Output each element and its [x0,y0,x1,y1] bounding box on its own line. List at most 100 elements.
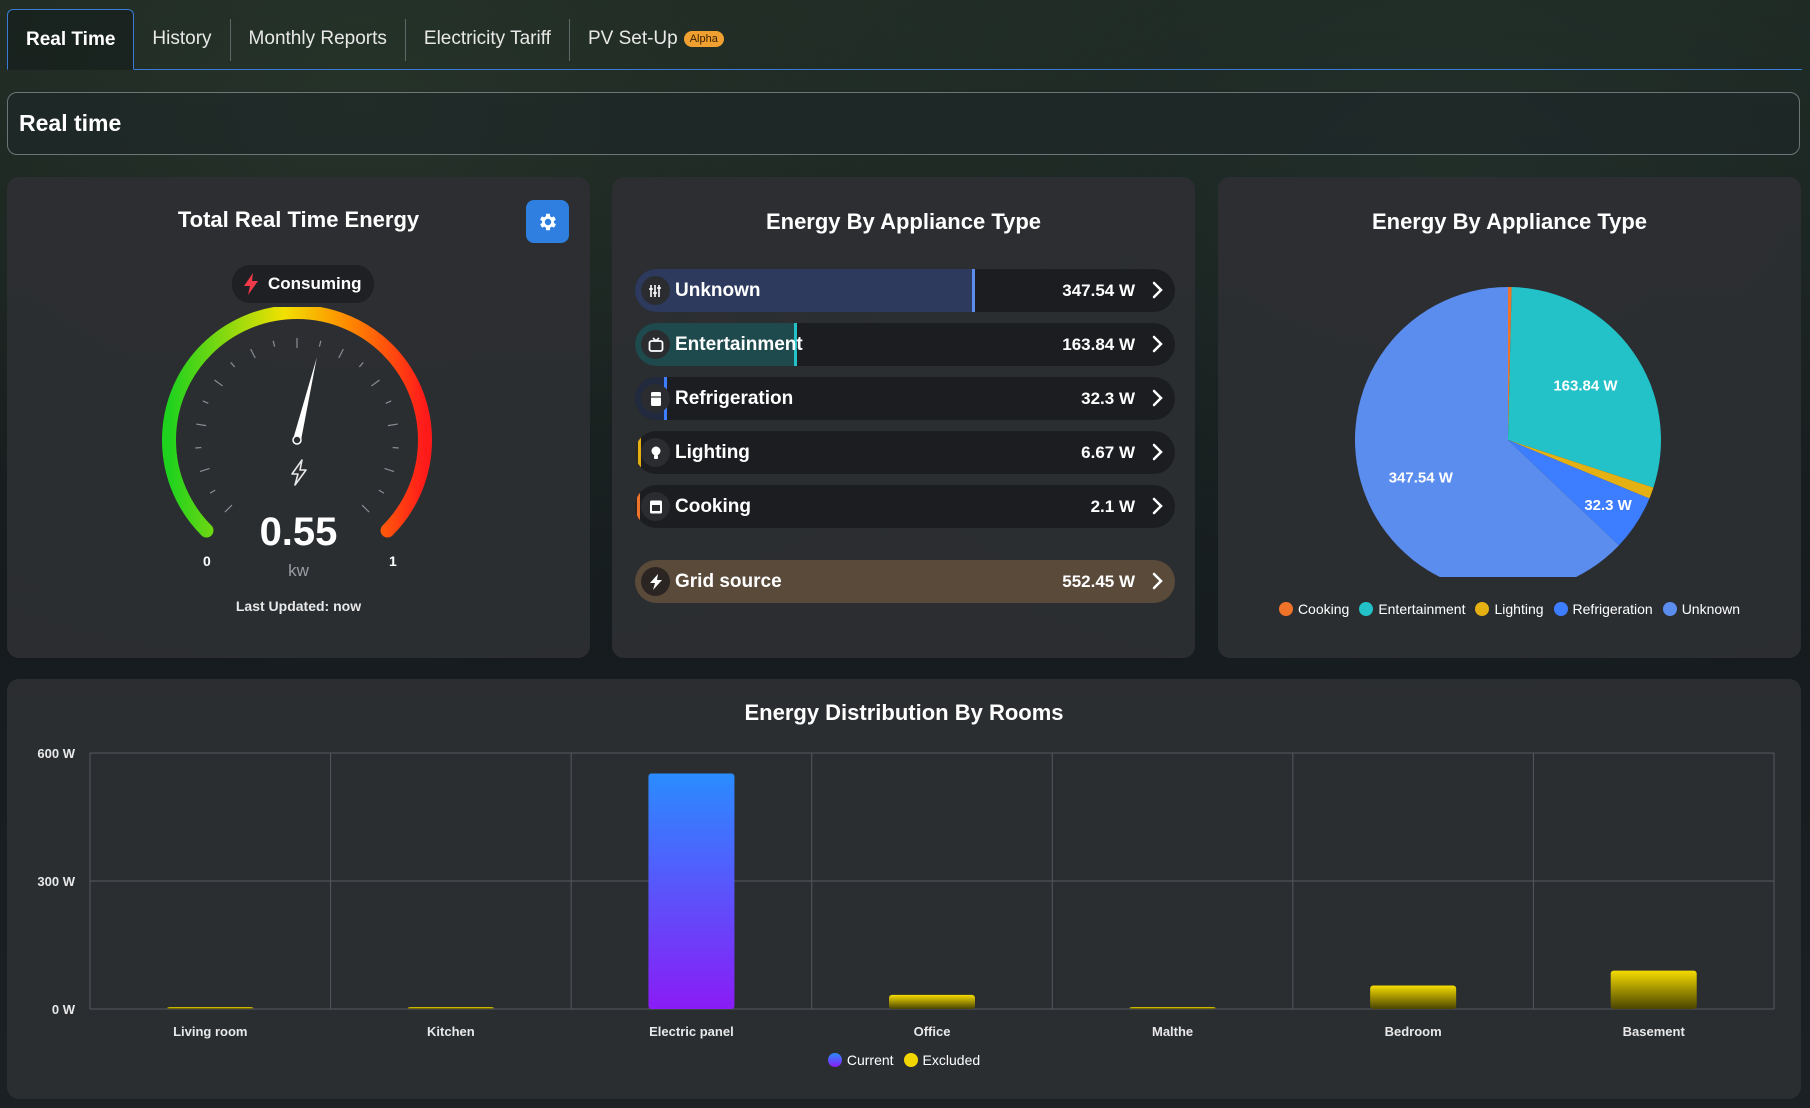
fridge-icon [641,384,670,413]
card-title: Energy By Appliance Type [765,209,1042,234]
gauge-ticks [195,338,399,513]
appliance-pie-card: Energy By Appliance Type 163.84 W 32.3 W 3… [1218,177,1801,658]
appliance-label: Entertainment [675,334,803,355]
gauge-arc [162,307,432,538]
chevron-right-icon [1152,443,1163,461]
y-tick-label: 0 W [52,1002,76,1017]
chevron-right-icon [1152,335,1163,353]
appliance-row-refrigeration[interactable]: Refrigeration 32.3 W [635,377,1175,420]
bolt-icon [244,273,258,295]
gauge-tick [214,379,223,387]
tab-monthly-reports[interactable]: Monthly Reports [231,9,405,69]
bar-excluded-bedroom[interactable] [1370,985,1457,1009]
gauge-min-label: 0 [203,553,211,569]
tab-electricity-tariff[interactable]: Electricity Tariff [406,9,569,69]
appliance-value: 6.67 W [1081,443,1135,462]
legend-item-entertainment[interactable]: Entertainment [1359,601,1465,617]
appliance-row-lighting[interactable]: Lighting 6.67 W [635,431,1175,474]
tv-icon [641,330,670,359]
appliance-label: Lighting [675,442,750,463]
bar-excluded-office[interactable] [889,994,975,1009]
x-tick-label: Living room [173,1024,247,1039]
gauge-value: 0.55 [259,510,338,554]
tab-label: PV Set-Up [587,28,678,49]
bar-excluded-kitchen[interactable] [407,1007,494,1009]
gauge-tick [196,423,207,427]
legend-item-lighting[interactable]: Lighting [1475,601,1544,617]
legend-dot [827,1053,842,1067]
page-header: Real time [7,92,1800,155]
grid-source-row[interactable]: Grid source 552.45 W [635,560,1175,603]
appliance-row-unknown[interactable]: Unknown 347.54 W [635,269,1175,312]
bar-current-electric-panel[interactable] [648,773,735,1009]
appliance-fill-edge [794,323,797,366]
x-tick-label: Kitchen [427,1024,475,1039]
page-title: Real time [19,110,122,136]
legend-item-current[interactable]: Current [827,1052,894,1068]
legend-dot [1359,602,1374,616]
bar-excluded-basement[interactable] [1610,970,1697,1009]
gauge-tick [384,467,395,473]
pie-slice-refrigeration[interactable] [1508,440,1650,546]
gauge-tick [338,348,344,359]
rooms-legend: Current Excluded [7,1052,1801,1068]
chevron-right-icon [1152,281,1163,299]
legend-item-unknown[interactable]: Unknown [1662,601,1740,617]
gear-icon [539,213,556,230]
bolt-icon [641,567,670,596]
legend-label: Excluded [922,1052,981,1068]
tab-label: Electricity Tariff [423,28,551,49]
last-updated: Last Updated: now [235,598,362,614]
alpha-badge: Alpha [683,31,724,47]
y-tick-label: 300 W [37,874,75,889]
x-tick-label: Electric panel [649,1024,734,1039]
legend-label: Current [846,1052,894,1068]
tab-divider [404,18,406,61]
pie-slice-cooking[interactable] [1508,287,1512,440]
tab-real-time[interactable]: Real Time [7,9,135,70]
legend-item-refrigeration[interactable]: Refrigeration [1553,601,1653,617]
gauge-tick [385,400,392,404]
tab-divider [229,18,231,61]
grid-source-value: 552.45 W [1062,572,1135,591]
legend-dot [903,1053,918,1067]
tab-history[interactable]: History [134,9,229,69]
appliance-label: Unknown [675,280,761,301]
legend-item-cooking[interactable]: Cooking [1278,601,1349,617]
tab-divider [568,18,570,61]
pie-data-label: 347.54 W [1389,469,1454,486]
tab-bar: Real Time History Monthly Reports Electr… [7,9,1802,70]
appliance-row-cooking[interactable]: Cooking 2.1 W [635,485,1175,528]
status-text: Consuming [268,274,362,293]
bar-excluded-malthe[interactable] [1129,1007,1216,1009]
gauge-tick [361,504,370,513]
rooms-chart-card: Energy Distribution By Rooms 0 W 300 W 600… [7,679,1801,1099]
pie-slice-entertainment[interactable] [1508,287,1661,488]
pie-slice-lighting[interactable] [1508,440,1654,499]
gauge-tick [199,467,210,473]
legend-label: Entertainment [1378,601,1466,617]
appliance-value: 2.1 W [1090,497,1135,516]
settings-button[interactable] [526,200,569,243]
tab-label: Real Time [26,28,116,50]
legend-dot [1553,602,1568,616]
appliance-value: 163.84 W [1062,335,1135,354]
card-title: Energy By Appliance Type [1371,209,1648,234]
appliance-value: 347.54 W [1062,281,1135,300]
appliance-row-entertainment[interactable]: Entertainment 163.84 W [635,323,1175,366]
appliance-label: Cooking [675,496,751,517]
tab-pv-setup[interactable]: PV Set-Up Alpha [570,9,742,69]
appliance-label: Refrigeration [675,388,794,409]
legend-label: Refrigeration [1572,601,1653,617]
legend-item-excluded[interactable]: Excluded [903,1052,981,1068]
legend-dot [1278,602,1293,616]
appliance-fill-edge [638,431,641,474]
pie-slice-unknown[interactable] [1355,287,1619,577]
gauge-tick [250,348,256,359]
gauge-tick [387,423,398,427]
bar-excluded-living-room[interactable] [167,1007,254,1009]
tab-label: History [152,28,212,49]
card-title: Total Real Time Energy [177,207,420,232]
card-title: Energy Distribution By Rooms [744,700,1064,725]
appliance-fill-bar [635,269,975,312]
